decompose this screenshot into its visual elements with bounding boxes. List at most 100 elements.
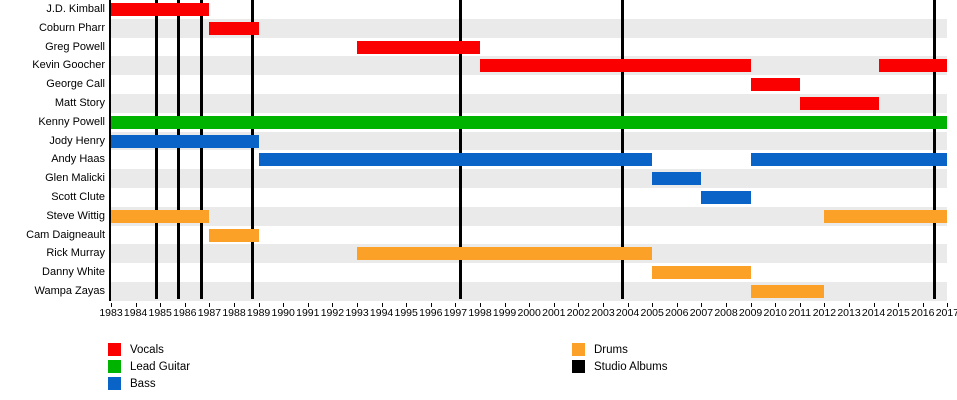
member-label-scott-clute: Scott Clute bbox=[51, 191, 105, 203]
x-tick bbox=[332, 303, 334, 307]
x-tick-label: 2016 bbox=[911, 307, 935, 319]
x-tick bbox=[947, 303, 949, 307]
legend-item-studio-albums: Studio Albums bbox=[572, 358, 668, 375]
legend-swatch-studio-albums bbox=[572, 360, 585, 373]
legend-item-bass: Bass bbox=[108, 375, 190, 392]
x-tick bbox=[873, 303, 875, 307]
timeline-bar-kenny-powell bbox=[111, 115, 948, 129]
x-tick-label: 1985 bbox=[148, 307, 172, 319]
x-tick bbox=[603, 303, 604, 307]
row-stripe bbox=[111, 169, 947, 188]
studio-album-line bbox=[459, 0, 463, 299]
legend-swatch-bass bbox=[108, 377, 121, 390]
x-tick bbox=[455, 303, 457, 307]
x-tick bbox=[726, 303, 727, 307]
timeline-bar-kevin-goocher bbox=[480, 59, 751, 73]
timeline-bar-jody-henry bbox=[111, 134, 259, 148]
x-tick bbox=[430, 303, 432, 307]
timeline-bar-steve-wittig bbox=[824, 209, 948, 223]
x-tick bbox=[849, 303, 850, 307]
x-tick bbox=[922, 303, 924, 307]
x-tick-label: 2010 bbox=[763, 307, 787, 319]
x-tick-label: 2005 bbox=[640, 307, 664, 319]
x-tick-label: 1994 bbox=[369, 307, 394, 319]
x-tick bbox=[283, 303, 285, 307]
timeline-bar-glen-malicki bbox=[652, 172, 702, 186]
member-label-matt-story: Matt Story bbox=[54, 97, 105, 109]
plot-area bbox=[109, 0, 948, 301]
timeline-bar-danny-white bbox=[652, 266, 751, 280]
x-tick-label: 2011 bbox=[788, 307, 812, 319]
x-tick bbox=[258, 303, 260, 307]
studio-album-line bbox=[200, 0, 204, 299]
x-tick-label: 1988 bbox=[222, 307, 246, 319]
x-tick bbox=[307, 303, 309, 307]
x-tick-label: 2003 bbox=[591, 307, 615, 319]
x-tick-label: 2013 bbox=[837, 307, 861, 319]
legend-item-vocals: Vocals bbox=[108, 341, 190, 358]
member-label-rick-murray: Rick Murray bbox=[46, 247, 105, 260]
x-tick-label: 1993 bbox=[345, 307, 369, 319]
timeline-bar-andy-haas bbox=[750, 153, 948, 167]
x-tick-label: 2009 bbox=[738, 307, 763, 319]
x-tick-label: 2008 bbox=[714, 307, 738, 319]
x-tick-label: 1998 bbox=[468, 307, 492, 319]
x-tick bbox=[676, 303, 678, 307]
x-tick-label: 1984 bbox=[123, 307, 148, 319]
timeline-bar-j-d-kimball bbox=[111, 2, 210, 16]
timeline-bar-greg-powell bbox=[357, 40, 480, 54]
row-stripe bbox=[111, 18, 947, 38]
member-label-cam-daigneault: Cam Daigneault bbox=[26, 228, 105, 241]
timeline-bar-rick-murray bbox=[357, 247, 653, 261]
member-label-danny-white: Danny White bbox=[42, 266, 105, 279]
studio-album-line bbox=[154, 0, 158, 299]
member-label-steve-wittig: Steve Wittig bbox=[46, 209, 105, 222]
x-tick bbox=[701, 303, 703, 307]
x-tick bbox=[578, 303, 580, 307]
row-stripe bbox=[111, 206, 947, 226]
x-tick bbox=[184, 303, 186, 307]
x-tick-label: 2001 bbox=[542, 307, 566, 319]
timeline-bar-cam-daigneault bbox=[209, 228, 259, 242]
x-tick-label: 1987 bbox=[197, 307, 222, 319]
x-tick bbox=[480, 303, 481, 307]
x-tick bbox=[898, 303, 900, 307]
x-tick-label: 2014 bbox=[861, 307, 886, 319]
studio-album-line bbox=[251, 0, 255, 299]
member-label-wampa-zayas: Wampa Zayas bbox=[34, 285, 105, 297]
row-stripe bbox=[111, 282, 947, 301]
x-tick bbox=[627, 303, 629, 307]
x-tick-label: 1983 bbox=[99, 307, 123, 319]
x-tick bbox=[529, 303, 531, 307]
x-tick bbox=[750, 303, 752, 307]
timeline-bar-wampa-zayas bbox=[750, 284, 825, 298]
member-label-kenny-powell: Kenny Powell bbox=[38, 115, 105, 128]
x-tick bbox=[504, 303, 506, 307]
legend-label: Bass bbox=[130, 377, 156, 390]
legend-column-left: Vocals Lead Guitar Bass bbox=[108, 341, 190, 392]
legend-swatch-drums bbox=[572, 343, 585, 356]
x-tick bbox=[160, 303, 162, 307]
timeline-bar-coburn-pharr bbox=[209, 21, 259, 35]
x-tick-label: 1991 bbox=[296, 307, 320, 319]
legend-swatch-lead-guitar bbox=[108, 360, 121, 373]
x-tick-label: 1997 bbox=[443, 307, 468, 319]
timeline-bar-andy-haas bbox=[258, 153, 653, 167]
x-tick-label: 1992 bbox=[320, 307, 345, 319]
legend-column-right: Drums Studio Albums bbox=[572, 341, 668, 375]
member-label-george-call: George Call bbox=[46, 78, 105, 91]
x-tick-label: 1986 bbox=[173, 307, 197, 319]
row-stripe bbox=[111, 131, 947, 151]
timeline-bar-steve-wittig bbox=[111, 209, 210, 223]
x-tick-label: 2015 bbox=[886, 307, 910, 319]
x-tick-label: 1989 bbox=[246, 307, 271, 319]
legend-item-lead-guitar: Lead Guitar bbox=[108, 358, 190, 375]
legend-item-drums: Drums bbox=[572, 341, 668, 358]
x-tick bbox=[799, 303, 801, 307]
x-tick bbox=[775, 303, 777, 307]
timeline-bar-george-call bbox=[750, 78, 800, 92]
member-label-coburn-pharr: Coburn Pharr bbox=[38, 21, 105, 34]
legend-swatch-vocals bbox=[108, 343, 121, 356]
x-tick-label: 2006 bbox=[665, 307, 689, 319]
